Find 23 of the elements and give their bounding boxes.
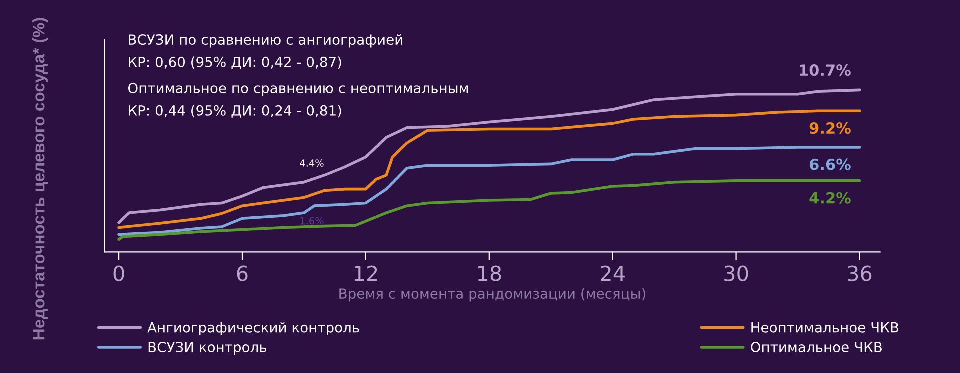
data-label: 4.2% xyxy=(810,192,851,204)
x-tick-label: 0 xyxy=(114,266,124,282)
annotation: ВСУЗИ по сравнению с ангиографией xyxy=(129,34,402,48)
annotation: КР: 0,60 (95% ДИ: 0,42 - 0,87) xyxy=(129,56,342,70)
x-tick-label: 12 xyxy=(354,266,378,282)
x-tick-label: 30 xyxy=(724,266,748,282)
y-axis-title: Недостаточность целевого сосуда* (%) xyxy=(32,18,48,340)
x-tick-label: 36 xyxy=(848,266,872,282)
x-tick-label: 6 xyxy=(237,266,248,282)
data-label: 9.2% xyxy=(810,122,851,134)
annotation: 4.4% xyxy=(300,160,324,167)
x-tick-label: 24 xyxy=(601,266,625,282)
legend-label: Оптимальное ЧКВ xyxy=(751,342,882,353)
x-axis-title: Время с момента рандомизации (месяцы) xyxy=(340,288,646,302)
annotation: Оптимальное по сравнению с неоптимальным xyxy=(128,83,468,96)
legend-label: Ангиографический контроль xyxy=(148,322,360,336)
annotation: 1.6% xyxy=(300,217,324,225)
legend-label: ВСУЗИ контроль xyxy=(148,342,267,356)
annotation: КР: 0,44 (95% ДИ: 0,24 - 0,81) xyxy=(129,105,342,118)
data-label: 6.6% xyxy=(810,158,851,170)
data-label: 10.7% xyxy=(800,64,851,76)
x-tick-label: 18 xyxy=(478,266,502,282)
legend-label: Неоптимальное ЧКВ xyxy=(752,322,899,333)
